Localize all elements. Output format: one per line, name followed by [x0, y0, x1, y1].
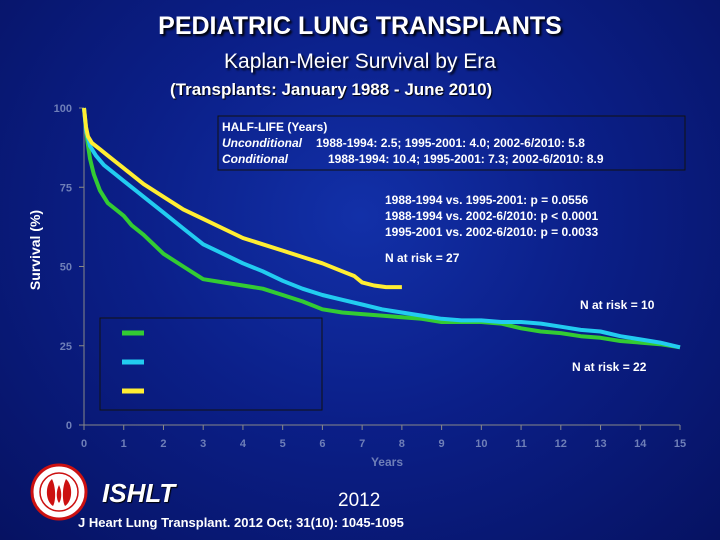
publication-year: 2012	[338, 490, 381, 511]
y-tick-label: 25	[60, 341, 72, 353]
y-tick-label: 100	[54, 103, 72, 115]
x-tick-label: 4	[240, 438, 247, 450]
halflife-unconditional-label: Unconditional	[222, 136, 303, 150]
x-tick-label: 0	[81, 438, 87, 450]
x-tick-label: 3	[200, 438, 206, 450]
x-tick-label: 6	[319, 438, 325, 450]
y-tick-label: 50	[60, 262, 72, 274]
x-tick-label: 14	[634, 438, 647, 450]
citation: J Heart Lung Transplant. 2012 Oct; 31(10…	[78, 515, 404, 530]
halflife-conditional-label: Conditional	[222, 152, 289, 166]
pvalue-text: 1988-1994 vs. 2002-6/2010: p < 0.0001	[385, 209, 598, 223]
x-tick-label: 11	[515, 438, 527, 450]
ishlt-logo-text: ISHLT	[102, 478, 176, 508]
x-tick-label: 2	[160, 438, 166, 450]
cyan-survival-line	[82, 107, 681, 350]
x-tick-label: 12	[555, 438, 567, 450]
chart-title: PEDIATRIC LUNG TRANSPLANTS	[158, 12, 562, 40]
chart-subtitle: Kaplan-Meier Survival by Era	[224, 50, 496, 73]
chart-subtitle-dates: (Transplants: January 1988 - June 2010)	[170, 80, 493, 99]
ishlt-seal-icon	[30, 463, 88, 521]
x-tick-label: 5	[280, 438, 286, 450]
y-axis-label: Survival (%)	[27, 210, 43, 290]
risk-label-green: N at risk = 22	[572, 360, 647, 374]
y-tick-label: 75	[60, 182, 72, 194]
halflife-unconditional-values: 1988-1994: 2.5; 1995-2001: 4.0; 2002-6/2…	[316, 136, 585, 150]
x-tick-label: 13	[594, 438, 606, 450]
pvalue-text: 1995-2001 vs. 2002-6/2010: p = 0.0033	[385, 225, 598, 239]
y-tick-label: 0	[66, 420, 72, 432]
x-tick-label: 15	[674, 438, 686, 450]
halflife-box	[217, 115, 686, 171]
x-tick-label: 9	[439, 438, 445, 450]
x-axis-label: Years	[371, 455, 403, 469]
halflife-conditional-values: 1988-1994: 10.4; 1995-2001: 7.3; 2002-6/…	[328, 152, 604, 166]
yellow-survival-line	[82, 107, 402, 290]
halflife-title: HALF-LIFE (Years)	[222, 120, 327, 134]
green-survival-line	[82, 107, 681, 350]
legend-box	[99, 317, 323, 411]
pvalue-text: 1988-1994 vs. 1995-2001: p = 0.0556	[385, 193, 588, 207]
x-tick-label: 1	[121, 438, 127, 450]
x-tick-label: 10	[475, 438, 487, 450]
risk-label-yellow: N at risk = 27	[385, 251, 460, 265]
risk-label-cyan: N at risk = 10	[580, 298, 655, 312]
x-tick-label: 7	[359, 438, 365, 450]
x-tick-label: 8	[399, 438, 405, 450]
